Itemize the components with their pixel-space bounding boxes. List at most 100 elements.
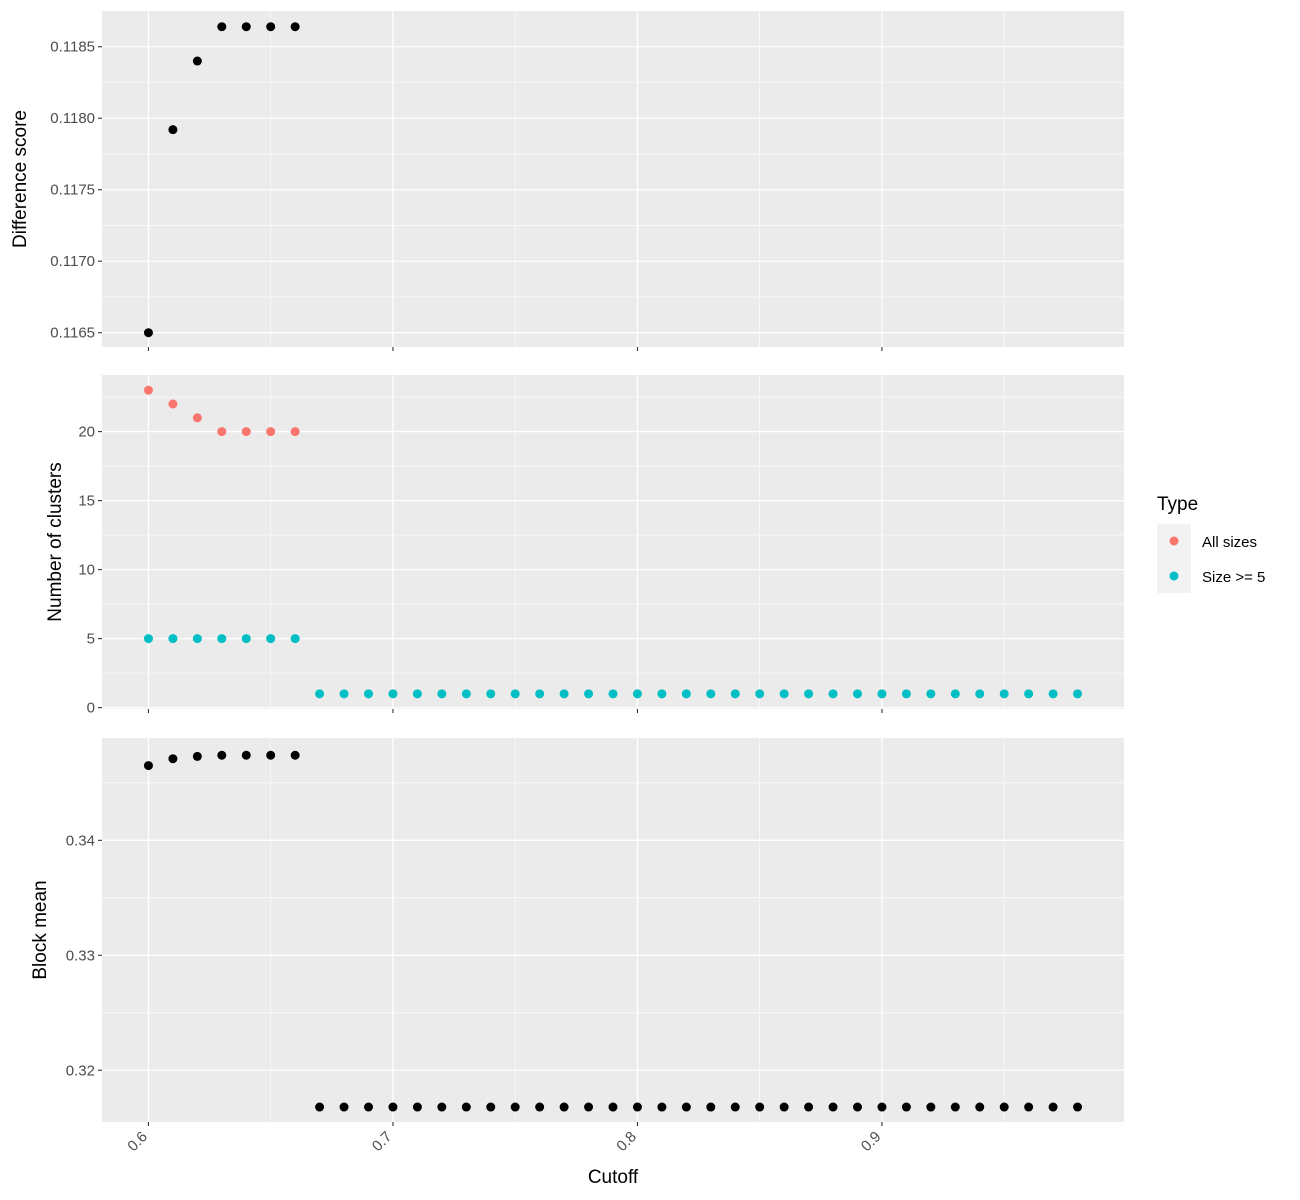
data-point [1073, 1102, 1083, 1112]
y-axis-title: Block mean [30, 880, 51, 979]
data-point [143, 761, 153, 771]
data-point [168, 754, 178, 764]
data-point [412, 1102, 422, 1112]
data-point [168, 634, 178, 644]
data-point [364, 689, 374, 699]
data-point [192, 751, 202, 761]
panel-background [102, 738, 1124, 1122]
data-point [1024, 689, 1034, 699]
y-axis-title: Difference score [10, 110, 31, 248]
data-point [999, 1102, 1009, 1112]
data-point [217, 750, 227, 760]
data-point [706, 1102, 716, 1112]
data-point [1048, 1102, 1058, 1112]
panel-number-of-clusters: 0 5 10 15 20 Number of clusters [45, 375, 1124, 717]
data-point [1024, 1102, 1034, 1112]
data-point [901, 689, 911, 699]
data-point [535, 1102, 545, 1112]
data-point [290, 427, 300, 437]
data-point [999, 689, 1009, 699]
data-point [143, 634, 153, 644]
data-point [755, 689, 765, 699]
data-point [901, 1102, 911, 1112]
data-point [852, 689, 862, 699]
data-point [266, 427, 276, 437]
data-point [217, 22, 227, 32]
x-axis-title: Cutoff [588, 1167, 639, 1188]
y-tick-label: 20 [78, 424, 95, 441]
data-point [950, 1102, 960, 1112]
data-point [779, 689, 789, 699]
data-point [632, 1102, 642, 1112]
data-point [510, 689, 520, 699]
series-size-5 [143, 634, 1083, 699]
data-point [584, 689, 594, 699]
panel-background [102, 375, 1124, 709]
x-tick-label: 0.9 [858, 1128, 885, 1155]
data-point [339, 689, 349, 699]
data-point [535, 689, 545, 699]
data-point [143, 328, 153, 338]
data-point [315, 689, 325, 699]
data-point [950, 689, 960, 699]
legend: Type All sizes Size >= 5 [1157, 494, 1265, 593]
data-point [975, 1102, 985, 1112]
y-tick-label: 15 [78, 493, 95, 510]
y-tick-label: 0.34 [66, 832, 95, 849]
y-tick-label: 0.1170 [50, 253, 95, 270]
data-point [804, 689, 814, 699]
y-tick-label: 0.1185 [50, 39, 95, 56]
data-point [510, 1102, 520, 1112]
data-point [877, 1102, 887, 1112]
series-difference-score [143, 22, 300, 338]
data-point [486, 1102, 496, 1112]
y-tick-label: 0.33 [66, 947, 95, 964]
y-tick-label: 0.1175 [50, 182, 95, 199]
data-point [975, 689, 985, 699]
data-point [217, 427, 227, 437]
data-point [804, 1102, 814, 1112]
data-point [437, 1102, 447, 1112]
data-point [559, 689, 569, 699]
data-point [828, 1102, 838, 1112]
data-point [290, 22, 300, 32]
data-point [364, 1102, 374, 1112]
series-all-sizes [143, 385, 300, 437]
data-point [437, 689, 447, 699]
data-point [1048, 689, 1058, 699]
data-point [461, 1102, 471, 1112]
data-point [290, 634, 300, 644]
data-point [1073, 689, 1083, 699]
data-point [681, 1102, 691, 1112]
data-point [828, 689, 838, 699]
x-tick-label: 0.6 [124, 1128, 151, 1155]
data-point [241, 427, 251, 437]
data-point [192, 413, 202, 423]
data-point [877, 689, 887, 699]
data-point [926, 689, 936, 699]
panel-background [102, 11, 1124, 347]
data-point [730, 689, 740, 699]
data-point [192, 56, 202, 66]
data-point [584, 1102, 594, 1112]
y-tick-label: 0 [87, 700, 95, 717]
panel-block-mean: 0.32 0.33 0.34 Block mean 0.6 0.7 0.8 0.9 [30, 738, 1124, 1155]
data-point [241, 22, 251, 32]
y-axis-title: Number of clusters [45, 462, 66, 621]
data-point [657, 1102, 667, 1112]
panel-difference-score: 0.1165 0.1170 0.1175 0.1180 0.1185 Difference… [10, 11, 1124, 351]
data-point [241, 634, 251, 644]
data-point [608, 689, 618, 699]
data-point [388, 689, 398, 699]
data-point [168, 399, 178, 409]
data-point [852, 1102, 862, 1112]
data-point [608, 1102, 618, 1112]
data-point [926, 1102, 936, 1112]
legend-key-background [1157, 524, 1191, 593]
data-point [755, 1102, 765, 1112]
data-point [143, 385, 153, 395]
legend-label-size-5: Size >= 5 [1202, 569, 1265, 586]
y-tick-label: 0.1165 [50, 325, 95, 342]
legend-label-all-sizes: All sizes [1202, 534, 1257, 551]
data-point [681, 689, 691, 699]
